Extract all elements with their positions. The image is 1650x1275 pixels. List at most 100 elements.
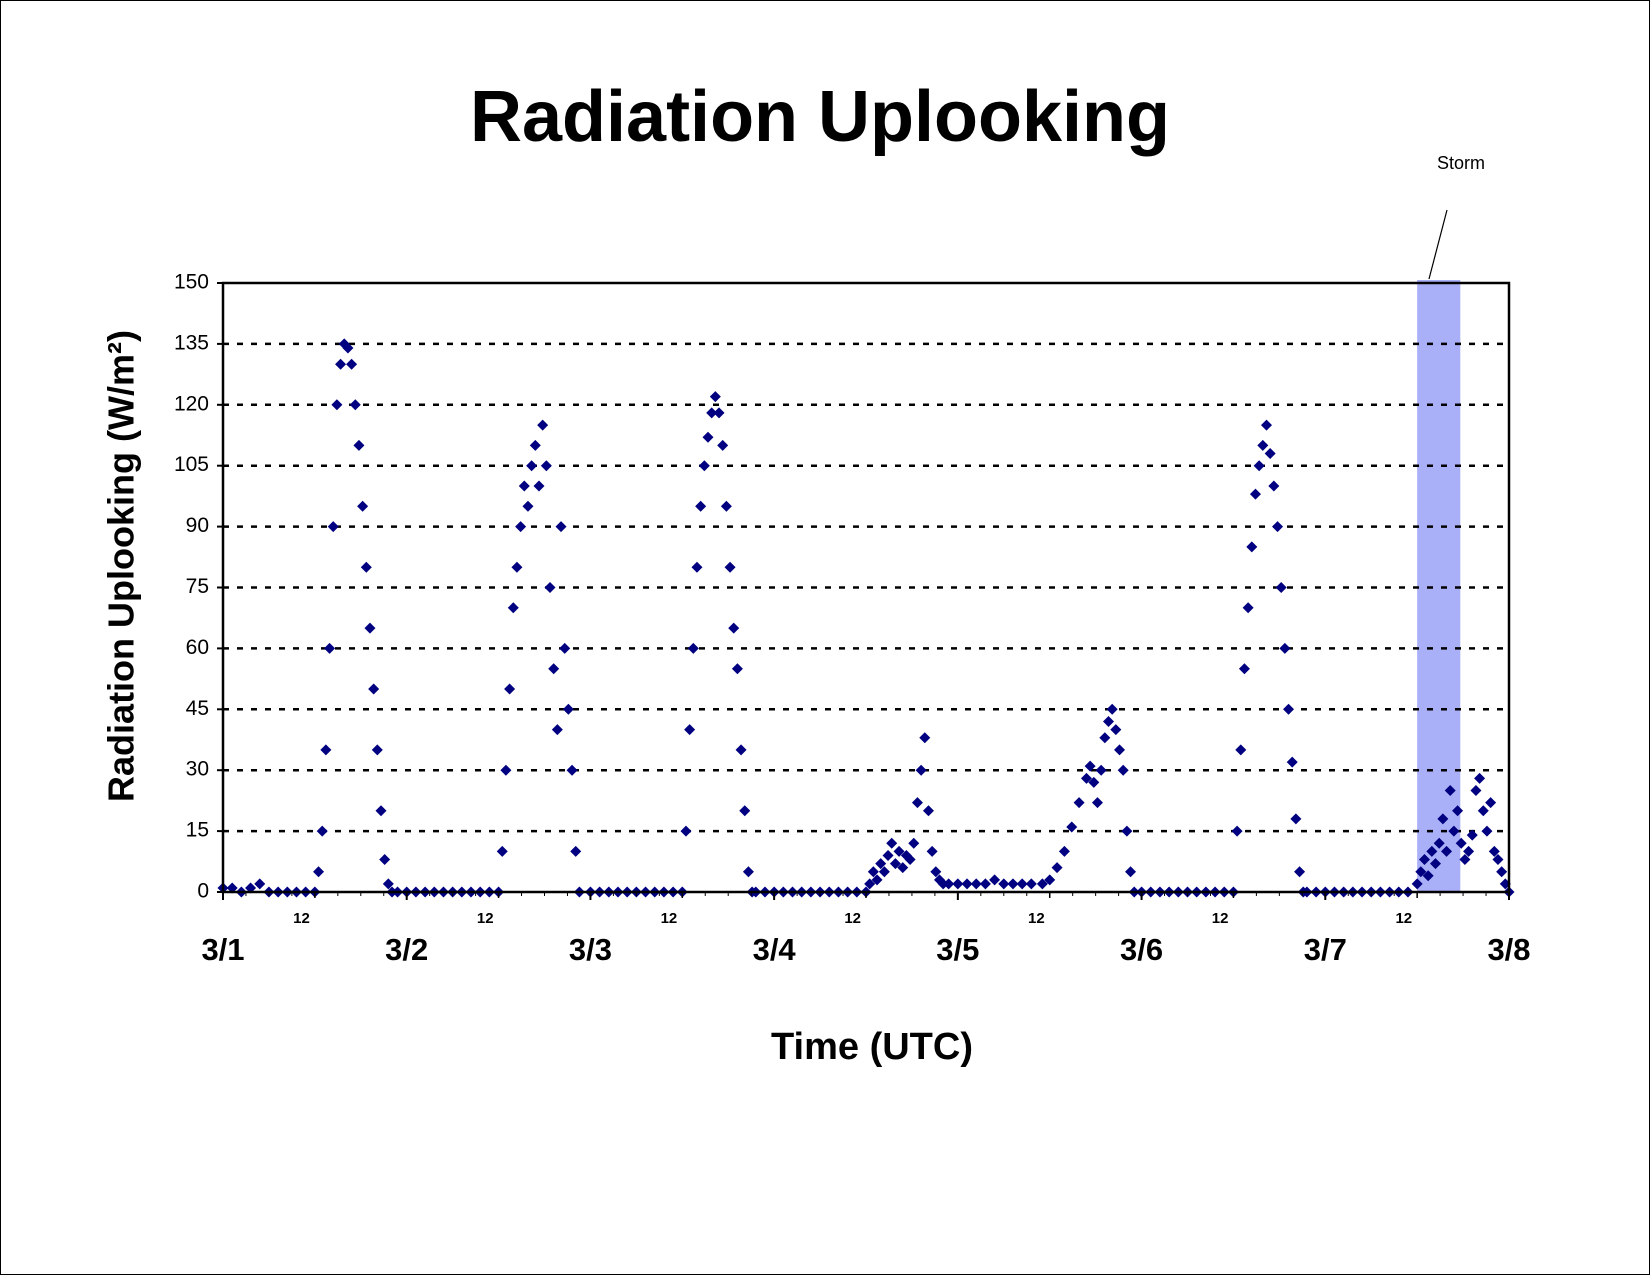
x-minor-tick-label: 12 bbox=[1212, 910, 1229, 927]
data-point bbox=[500, 764, 512, 776]
x-minor-tick-label: 12 bbox=[1028, 910, 1045, 927]
data-point bbox=[1283, 703, 1295, 715]
data-point bbox=[375, 805, 387, 817]
data-point bbox=[504, 683, 516, 695]
data-point bbox=[1294, 866, 1306, 878]
data-point bbox=[346, 358, 358, 370]
data-point bbox=[1125, 866, 1137, 878]
data-point bbox=[742, 866, 754, 878]
plot-background bbox=[1417, 280, 1461, 892]
data-point bbox=[364, 622, 376, 634]
data-point bbox=[1268, 480, 1280, 492]
data-point bbox=[979, 878, 991, 890]
data-point bbox=[1441, 845, 1453, 857]
data-point bbox=[1275, 582, 1287, 593]
data-point bbox=[1279, 642, 1291, 654]
data-point bbox=[937, 878, 949, 890]
data-point bbox=[1044, 874, 1056, 886]
data-point bbox=[1437, 813, 1449, 825]
data-point bbox=[922, 805, 934, 817]
data-point bbox=[1477, 805, 1489, 817]
data-point bbox=[864, 878, 876, 890]
data-point bbox=[559, 642, 571, 654]
data-point bbox=[1426, 845, 1438, 857]
data-point bbox=[562, 703, 574, 715]
data-point bbox=[526, 460, 538, 472]
data-point bbox=[1444, 785, 1456, 796]
data-point bbox=[1260, 419, 1272, 431]
x-minor-tick-label: 12 bbox=[293, 910, 310, 927]
data-point bbox=[1430, 858, 1442, 870]
y-tick-label: 0 bbox=[197, 880, 209, 903]
data-point bbox=[316, 825, 328, 837]
data-point bbox=[1238, 663, 1250, 675]
data-point bbox=[551, 724, 563, 736]
y-tick-label: 120 bbox=[174, 392, 209, 415]
data-point bbox=[1448, 825, 1460, 837]
data-point bbox=[1253, 460, 1265, 472]
data-point bbox=[1231, 825, 1243, 837]
x-tick-label: 3/8 bbox=[1487, 932, 1530, 967]
data-point bbox=[1106, 703, 1118, 715]
data-point bbox=[691, 561, 703, 573]
x-tick-label: 3/7 bbox=[1304, 932, 1347, 967]
data-point bbox=[1470, 785, 1482, 796]
data-point bbox=[1058, 845, 1070, 857]
x-tick-label: 3/2 bbox=[385, 932, 428, 967]
data-point bbox=[717, 439, 729, 451]
data-point bbox=[871, 874, 883, 886]
data-point bbox=[331, 399, 343, 411]
data-point bbox=[335, 358, 347, 370]
data-point bbox=[1095, 764, 1107, 776]
y-tick-label: 75 bbox=[186, 575, 209, 598]
data-point bbox=[1249, 488, 1261, 500]
data-point bbox=[961, 878, 973, 890]
data-point bbox=[1117, 764, 1129, 776]
data-point bbox=[1286, 756, 1298, 768]
data-point bbox=[1481, 825, 1493, 837]
data-point bbox=[720, 500, 732, 512]
data-point bbox=[1496, 866, 1508, 878]
data-point bbox=[702, 431, 714, 443]
data-point bbox=[728, 622, 740, 634]
data-point bbox=[698, 460, 710, 472]
data-point bbox=[1007, 878, 1019, 890]
data-point bbox=[1246, 541, 1258, 553]
data-point bbox=[915, 764, 927, 776]
data-point bbox=[1242, 602, 1254, 614]
x-tick-label: 3/6 bbox=[1120, 932, 1163, 967]
x-axis-label: Time (UTC) bbox=[771, 1026, 973, 1068]
data-point bbox=[368, 683, 380, 695]
data-point bbox=[1110, 724, 1122, 736]
y-tick-label: 45 bbox=[186, 697, 209, 720]
data-point bbox=[511, 561, 523, 573]
data-point bbox=[313, 866, 325, 878]
data-point bbox=[226, 882, 238, 894]
data-point bbox=[1488, 845, 1500, 857]
y-tick-label: 15 bbox=[186, 819, 209, 842]
y-tick-label: 105 bbox=[174, 453, 209, 476]
data-point bbox=[570, 845, 582, 857]
data-point bbox=[342, 342, 354, 354]
data-point bbox=[695, 500, 707, 512]
data-point bbox=[1459, 854, 1471, 866]
data-point bbox=[1272, 521, 1284, 533]
data-point bbox=[1264, 448, 1276, 460]
data-point bbox=[724, 561, 736, 573]
x-minor-tick-label: 12 bbox=[477, 910, 494, 927]
data-point bbox=[1114, 744, 1126, 756]
data-point bbox=[1415, 866, 1427, 878]
data-point bbox=[930, 866, 942, 878]
data-point bbox=[371, 744, 383, 756]
data-point bbox=[1088, 776, 1100, 788]
data-point bbox=[1036, 878, 1048, 890]
data-point bbox=[1121, 825, 1133, 837]
data-point bbox=[989, 874, 1001, 886]
data-point bbox=[875, 858, 887, 870]
data-point bbox=[357, 500, 369, 512]
data-point bbox=[324, 642, 336, 654]
data-point bbox=[544, 582, 556, 593]
data-point bbox=[1474, 772, 1486, 784]
data-point bbox=[540, 460, 552, 472]
data-point bbox=[555, 521, 567, 533]
